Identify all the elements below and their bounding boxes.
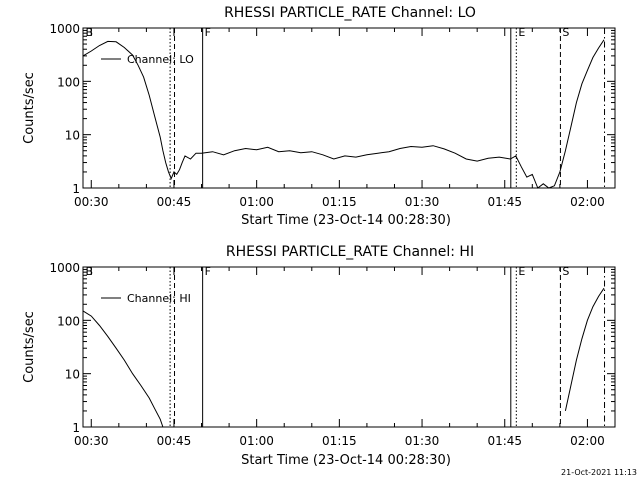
legend-lo: Channel: LO [101, 53, 194, 66]
series-line-hi-0 [82, 310, 164, 428]
x-tick-label-lo: 01:15 [322, 195, 357, 209]
x-tick-label-lo: 02:00 [570, 195, 605, 209]
y-axis-label-hi: Counts/sec [22, 311, 37, 383]
timestamp: 21-Oct-2021 11:13 [561, 468, 637, 477]
x-tick-label-hi: 02:00 [570, 434, 605, 448]
legend-label-lo: Channel: LO [127, 53, 194, 66]
y-tick-label-hi: 1 [72, 421, 80, 435]
x-tick-label-lo: 01:00 [239, 195, 274, 209]
plot-frame-lo [82, 27, 616, 189]
y-tick-label-lo: 100 [57, 75, 80, 89]
series-line-lo-0 [82, 39, 605, 189]
x-tick-label-lo: 01:45 [487, 195, 522, 209]
x-tick-label-hi: 01:00 [239, 434, 274, 448]
x-tick-label-hi: 01:15 [322, 434, 357, 448]
legend-hi: Channel: HI [101, 292, 191, 305]
series-group-hi [82, 287, 605, 428]
y-tick-label-lo: 1000 [49, 22, 80, 36]
y-tick-label-hi: 100 [57, 314, 80, 328]
panel-hi: RHESSI PARTICLE_RATE Channel: HI 00:30 00… [22, 244, 616, 468]
x-tick-label-lo: 01:30 [405, 195, 440, 209]
y-tick-label-hi: 1000 [49, 261, 80, 275]
y-axis-label-lo: Counts/sec [22, 72, 37, 144]
event-marker-label-lo: B [86, 26, 94, 39]
chart-title-hi: RHESSI PARTICLE_RATE Channel: HI [226, 244, 474, 260]
y-tick-label-lo: 1 [72, 182, 80, 196]
event-marker-label-lo: E [518, 26, 525, 39]
x-tick-label-hi: 00:30 [74, 434, 109, 448]
y-tick-label-lo: 10 [65, 129, 80, 143]
x-axis-label-hi: Start Time (23-Oct-14 00:28:30) [241, 453, 451, 468]
y-tick-label-hi: 10 [65, 368, 80, 382]
x-tick-label-hi: 00:45 [157, 434, 192, 448]
event-marker-label-hi: F [205, 265, 211, 278]
legend-label-hi: Channel: HI [127, 292, 191, 305]
x-tick-label-hi: 01:45 [487, 434, 522, 448]
panel-lo: RHESSI PARTICLE_RATE Channel: LO 00:30 00… [22, 5, 616, 228]
event-marker-label-hi: B [86, 265, 94, 278]
tick-group-hi: 00:30 00:45 01:00 01:15 01:30 01:45 02:00 1 10 10… [49, 261, 616, 448]
event-marker-label-lo: F [205, 26, 211, 39]
x-tick-label-lo: 00:30 [74, 195, 109, 209]
plot-frame-hi [82, 266, 616, 428]
tick-group-lo: 00:30 00:45 01:00 01:15 01:30 01:45 02:00 1 10 10… [49, 22, 616, 209]
x-axis-label-lo: Start Time (23-Oct-14 00:28:30) [241, 213, 451, 228]
event-marker-label-hi: E [518, 265, 525, 278]
event-marker-label-hi: S [562, 265, 569, 278]
chart-title-lo: RHESSI PARTICLE_RATE Channel: LO [224, 5, 476, 21]
series-line-hi-1 [564, 287, 605, 412]
x-tick-label-lo: 00:45 [157, 195, 192, 209]
event-marker-label-lo: S [562, 26, 569, 39]
x-tick-label-hi: 01:30 [405, 434, 440, 448]
series-group-lo [82, 39, 605, 189]
